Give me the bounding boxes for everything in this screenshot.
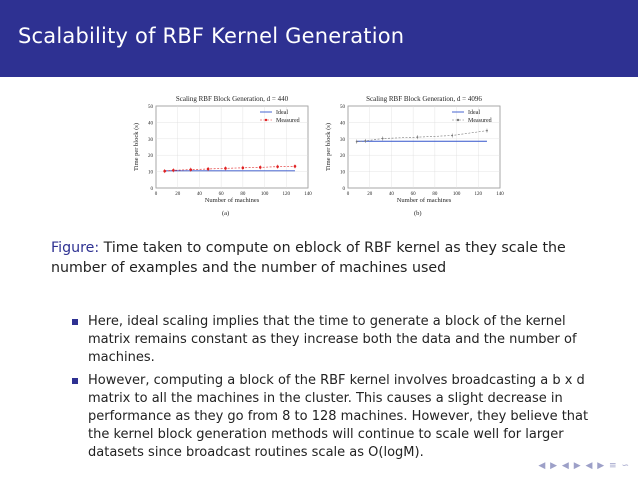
measured-point	[416, 136, 419, 139]
figure-caption: Figure: Time taken to compute on eblock …	[51, 238, 596, 278]
x-tick-label: 80	[240, 192, 246, 197]
y-tick-label: 40	[340, 121, 346, 126]
measured-point	[355, 140, 358, 143]
y-tick-label: 20	[340, 154, 346, 159]
caption-text: Time taken to compute on eblock of RBF k…	[51, 240, 566, 276]
slide-navigation[interactable]: ◀ ▶ ◀ ▶ ◀ ▶ ≡ ∽	[538, 461, 630, 471]
legend-measured-label: Measured	[468, 118, 492, 124]
legend-measured-marker	[456, 118, 460, 122]
chart-title: Scaling RBF Block Generation, d = 4096	[366, 95, 482, 103]
x-tick-label: 120	[475, 192, 483, 197]
chart-a-plot: Scaling RBF Block Generation, d = 440 0 20…	[133, 95, 312, 204]
y-tick-label: 10	[340, 171, 346, 176]
chart-b: Scaling RBF Block Generation, d = 4096 0 2…	[322, 92, 508, 222]
measured-point	[451, 134, 454, 137]
x-tick-label: 140	[304, 192, 312, 197]
title-bar: Scalability of RBF Kernel Generation	[0, 0, 638, 77]
slide-title: Scalability of RBF Kernel Generation	[18, 24, 405, 48]
x-tick-label: 0	[155, 192, 158, 197]
legend-measured-label: Measured	[276, 118, 300, 124]
measured-point	[224, 167, 227, 170]
legend-measured-marker	[264, 118, 268, 122]
y-tick-label: 50	[340, 105, 346, 110]
legend-ideal-label: Ideal	[468, 110, 480, 116]
chart-b-plot: Scaling RBF Block Generation, d = 4096 0 2…	[325, 95, 504, 204]
chart-b-sublabel: (b)	[414, 210, 422, 217]
measured-point	[293, 165, 297, 168]
x-tick-label: 40	[197, 192, 203, 197]
x-tick-label: 20	[175, 192, 181, 197]
chart-a: Scaling RBF Block Generation, d = 440 0 20…	[130, 92, 316, 222]
x-tick-label: 60	[411, 192, 417, 197]
y-axis-label: Time per block (s)	[325, 123, 332, 171]
bullet-text: However, computing a block of the RBF ke…	[88, 373, 589, 460]
bullet-item: However, computing a block of the RBF ke…	[70, 372, 595, 462]
x-tick-label: 100	[453, 192, 461, 197]
x-tick-label: 80	[432, 192, 438, 197]
y-tick-label: 30	[340, 138, 346, 143]
bullet-marker	[72, 378, 78, 384]
y-tick-label: 50	[148, 105, 154, 110]
y-tick-label: 10	[148, 171, 154, 176]
x-tick-label: 20	[367, 192, 373, 197]
measured-point	[172, 168, 175, 172]
chart-a-sublabel: (a)	[222, 210, 230, 217]
measured-point	[189, 168, 193, 171]
x-tick-label: 60	[219, 192, 225, 197]
y-tick-label: 30	[148, 138, 154, 143]
y-tick-label: 0	[343, 187, 346, 192]
bullet-item: Here, ideal scaling implies that the tim…	[70, 313, 595, 367]
measured-point	[258, 166, 262, 169]
y-tick-label: 40	[148, 121, 154, 126]
measured-point	[364, 140, 367, 142]
measured-point	[486, 129, 488, 132]
x-tick-label: 140	[496, 192, 504, 197]
y-axis-label: Time per block (s)	[133, 123, 140, 171]
measured-point	[276, 165, 279, 168]
figure: Scaling RBF Block Generation, d = 440 0 20…	[130, 92, 512, 222]
bullet-marker	[72, 319, 78, 325]
measured-point	[381, 137, 384, 140]
chart-title: Scaling RBF Block Generation, d = 440	[176, 95, 289, 103]
measured-series-line	[356, 130, 488, 142]
x-tick-label: 100	[261, 192, 269, 197]
bullet-text: Here, ideal scaling implies that the tim…	[88, 314, 577, 365]
x-tick-label: 40	[389, 192, 395, 197]
bullet-list: Here, ideal scaling implies that the tim…	[70, 313, 595, 467]
y-tick-label: 20	[148, 154, 154, 159]
legend-ideal-label: Ideal	[276, 110, 288, 116]
caption-label: Figure:	[51, 240, 100, 256]
measured-point	[163, 169, 166, 173]
x-tick-label: 0	[347, 192, 350, 197]
x-axis-label: Number of machines	[397, 197, 452, 204]
x-axis-label: Number of machines	[205, 197, 260, 204]
y-tick-label: 0	[151, 187, 154, 192]
measured-point	[206, 167, 210, 171]
measured-point	[241, 166, 245, 170]
x-tick-label: 120	[283, 192, 291, 197]
